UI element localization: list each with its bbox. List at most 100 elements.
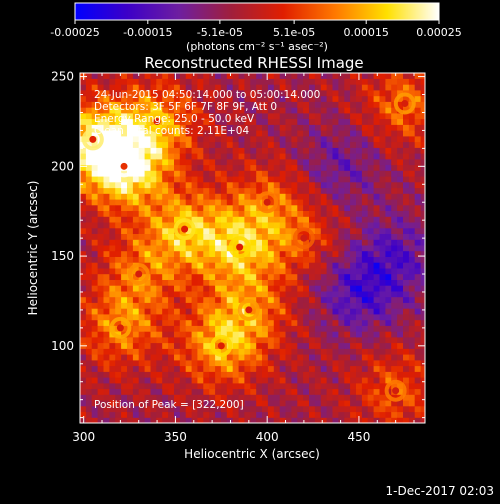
heatmap-cell [338, 371, 345, 378]
heatmap-cell [168, 417, 175, 423]
heatmap-cell [403, 371, 410, 378]
heatmap-cell [314, 388, 322, 395]
heatmap-cell [191, 210, 199, 217]
heatmap-cell [397, 405, 404, 413]
heatmap-cell [168, 267, 175, 275]
heatmap-cell [91, 210, 99, 217]
heatmap-cell [215, 382, 222, 390]
heatmap-cell [267, 107, 275, 114]
heatmap-cell [379, 107, 386, 114]
heatmap-cell [91, 181, 99, 189]
heatmap-cell [420, 302, 425, 309]
heatmap-cell [197, 394, 204, 401]
heatmap-cell [279, 222, 287, 229]
heatmap-cell [279, 319, 287, 326]
heatmap-cell [168, 153, 175, 160]
heatmap-cell [238, 411, 246, 418]
heatmap-cell [414, 296, 422, 303]
heatmap-cell [109, 95, 116, 102]
heatmap-cell [379, 394, 386, 401]
heatmap-cell [350, 273, 357, 280]
heatmap-cell [408, 354, 416, 361]
heatmap-cell [350, 244, 357, 252]
heatmap-cell [414, 273, 422, 280]
heatmap-cell [85, 405, 93, 413]
heatmap-cell [115, 239, 122, 246]
heatmap-cell [156, 130, 163, 137]
heatmap-cell [209, 233, 216, 240]
heatmap-cell [314, 400, 322, 407]
heatmap-cell [91, 89, 99, 97]
heatmap-cell [127, 101, 134, 108]
heatmap-cell [273, 89, 281, 97]
heatmap-cell [232, 296, 240, 303]
heatmap-cell [150, 193, 157, 200]
heatmap-cell [273, 411, 281, 418]
heatmap-cell [132, 342, 140, 349]
heatmap-cell [397, 124, 404, 131]
source-core [392, 387, 400, 395]
heatmap-cell [361, 101, 369, 108]
heatmap-cell [297, 285, 304, 292]
heatmap-cell [132, 147, 140, 154]
heatmap-cell [291, 118, 298, 125]
heatmap-cell [303, 308, 310, 315]
heatmap-cell [132, 405, 140, 413]
heatmap-cell [262, 285, 269, 292]
heatmap-cell [267, 153, 275, 160]
heatmap-cell [420, 78, 425, 85]
heatmap-cell [303, 405, 310, 413]
heatmap-cell [420, 181, 425, 189]
heatmap-cell [326, 130, 334, 137]
heatmap-cell [344, 135, 351, 143]
heatmap-cell [115, 153, 122, 160]
heatmap-cell [373, 365, 381, 372]
heatmap-cell [267, 267, 275, 275]
source-ring [256, 191, 279, 214]
heatmap-cell [408, 227, 416, 234]
heatmap-cell [174, 256, 181, 263]
heatmap-cell [215, 233, 222, 240]
heatmap-cell [385, 273, 392, 280]
heatmap-cell [232, 400, 240, 407]
heatmap-cell [103, 348, 110, 355]
heatmap-cell [397, 279, 404, 286]
heatmap-cell [209, 164, 216, 171]
heatmap-cell [121, 107, 128, 114]
heatmap-cell [91, 78, 99, 85]
heatmap-cell [168, 199, 175, 206]
heatmap-cell [385, 267, 392, 275]
heatmap-cell [179, 222, 187, 229]
heatmap-cell [350, 319, 357, 326]
heatmap-cell [232, 112, 240, 120]
heatmap-cell [191, 308, 199, 315]
heatmap-cell [320, 250, 328, 257]
heatmap-cell [127, 135, 134, 143]
heatmap-cell [121, 359, 128, 367]
heatmap-cell [338, 227, 345, 234]
heatmap-cell [220, 313, 228, 321]
heatmap-cell [373, 371, 381, 378]
heatmap-cell [262, 176, 269, 183]
heatmap-cell [232, 216, 240, 223]
heatmap-cell [220, 210, 228, 217]
heatmap-cell [162, 290, 169, 298]
heatmap-cell [297, 124, 304, 131]
heatmap-cell [115, 354, 122, 361]
heatmap-cell [109, 199, 116, 206]
heatmap-cell [291, 325, 298, 332]
heatmap-cell [256, 84, 263, 91]
heatmap-cell [244, 78, 251, 85]
heatmap-cell [379, 233, 386, 240]
heatmap-cell [185, 73, 193, 79]
heatmap-cell [291, 313, 298, 321]
heatmap-cell [80, 193, 87, 200]
source-ring [292, 227, 315, 250]
heatmap-cell [414, 164, 422, 171]
heatmap-cell [350, 135, 357, 143]
heatmap-cell [97, 176, 105, 183]
heatmap-cell [109, 411, 116, 418]
heatmap-cell [85, 193, 93, 200]
heatmap-cell [250, 348, 257, 355]
heatmap-cell [156, 285, 163, 292]
